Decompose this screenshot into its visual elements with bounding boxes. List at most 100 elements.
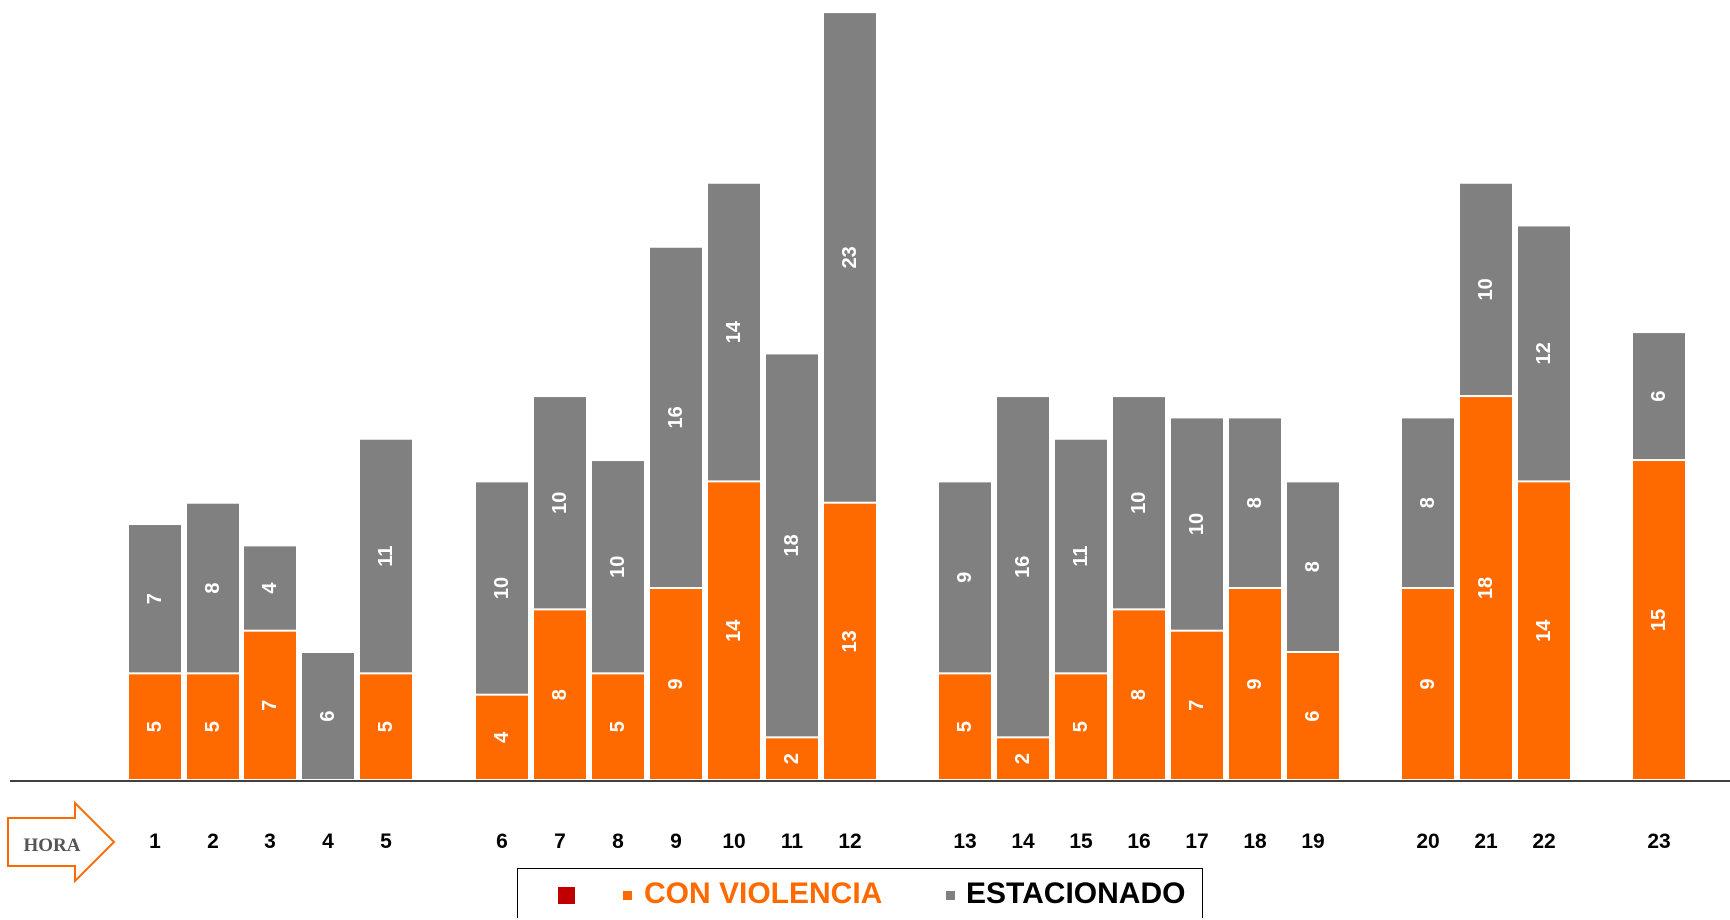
value-label-con-violencia-hora-14: 2 [1012,753,1034,764]
value-label-con-violencia-hora-1: 5 [144,721,166,732]
value-label-estacionado-hora-4: 6 [317,710,339,721]
bar-estacionado-hora-20 [1402,418,1454,588]
legend-swatch-con-violencia [623,891,632,900]
legend: CON VIOLENCIA ESTACIONADO [517,868,1203,918]
value-label-estacionado-hora-21: 10 [1475,278,1497,300]
value-label-estacionado-hora-8: 10 [607,556,629,578]
bar-con-violencia-hora-9 [650,589,702,779]
bar-con-violencia-hora-13 [939,674,991,779]
value-label-con-violencia-hora-22: 14 [1533,619,1555,642]
bar-estacionado-hora-15 [1055,439,1107,673]
bars-group: 5 7 5 8 7 4 6 5 11 4 10 8 10 5 10 9 16 14 14 2 18 13 23 5 9 2 16 5 1… [129,13,1685,779]
bar-con-violencia-hora-6 [476,695,528,779]
value-label-con-violencia-hora-9: 9 [665,678,687,689]
bar-estacionado-hora-7 [534,397,586,609]
x-tick-label-17: 17 [1185,830,1208,853]
x-tick-label-2: 2 [207,830,219,853]
value-label-con-violencia-hora-6: 4 [491,731,513,743]
x-tick-label-23: 23 [1647,830,1670,853]
bar-estacionado-hora-21 [1460,183,1512,396]
x-tick-label-19: 19 [1301,830,1324,853]
bar-estacionado-hora-18 [1229,418,1281,588]
legend-label-con-violencia: CON VIOLENCIA [644,877,883,910]
bar-estacionado-hora-8 [592,461,644,673]
x-tick-label-3: 3 [264,830,276,853]
bar-estacionado-hora-11 [766,354,818,737]
bar-con-violencia-hora-2 [187,674,239,779]
value-label-con-violencia-hora-12: 13 [839,630,861,652]
x-tick-label-8: 8 [612,830,624,853]
value-label-estacionado-hora-6: 10 [491,577,513,599]
value-label-estacionado-hora-20: 8 [1417,497,1439,508]
bar-con-violencia-hora-1 [129,674,181,779]
bar-con-violencia-hora-14 [997,738,1049,779]
bar-con-violencia-hora-12 [824,503,876,779]
value-label-estacionado-hora-16: 10 [1128,492,1150,514]
value-label-estacionado-hora-14: 16 [1012,556,1034,578]
bar-estacionado-hora-19 [1287,482,1339,652]
value-label-estacionado-hora-13: 9 [954,572,976,583]
value-label-con-violencia-hora-3: 7 [259,700,281,711]
value-label-con-violencia-hora-17: 7 [1186,700,1208,711]
value-label-estacionado-hora-18: 8 [1244,497,1266,508]
x-tick-label-11: 11 [781,830,804,853]
value-label-con-violencia-hora-10: 14 [723,619,745,642]
x-tick-label-7: 7 [554,830,566,853]
bar-estacionado-hora-17 [1171,418,1223,630]
x-tick-label-16: 16 [1127,830,1150,853]
x-tick-label-14: 14 [1011,830,1035,853]
value-label-con-violencia-hora-13: 5 [954,721,976,732]
x-tick-label-12: 12 [838,830,861,853]
bar-con-violencia-hora-10 [708,482,760,779]
bar-con-violencia-hora-15 [1055,674,1107,779]
value-label-estacionado-hora-19: 8 [1302,561,1324,572]
value-label-estacionado-hora-1: 7 [144,593,166,604]
x-tick-label-15: 15 [1069,830,1093,853]
bar-con-violencia-hora-23 [1633,461,1685,779]
bar-estacionado-hora-10 [708,183,760,481]
value-label-con-violencia-hora-21: 18 [1475,577,1497,599]
value-label-estacionado-hora-11: 18 [781,534,803,556]
bar-con-violencia-hora-17 [1171,631,1223,779]
x-tick-label-1: 1 [149,830,161,853]
bar-estacionado-hora-22 [1518,226,1570,481]
value-label-con-violencia-hora-16: 8 [1128,689,1150,700]
bar-estacionado-hora-3 [244,546,296,630]
bar-estacionado-hora-5 [360,439,412,673]
value-label-estacionado-hora-10: 14 [723,320,745,343]
x-tick-label-4: 4 [322,830,334,853]
bar-con-violencia-hora-18 [1229,589,1281,779]
bar-estacionado-hora-16 [1113,397,1165,609]
bar-estacionado-hora-6 [476,482,528,694]
value-label-con-violencia-hora-19: 6 [1302,710,1324,721]
value-label-con-violencia-hora-2: 5 [202,721,224,732]
bar-estacionado-hora-23 [1633,333,1685,460]
value-label-estacionado-hora-12: 23 [839,246,861,268]
bar-con-violencia-hora-5 [360,674,412,779]
value-label-estacionado-hora-5: 11 [375,545,397,566]
value-label-con-violencia-hora-23: 15 [1648,609,1670,631]
legend-swatch-estacionado [946,891,955,900]
bar-estacionado-hora-14 [997,397,1049,737]
value-label-con-violencia-hora-20: 9 [1417,678,1439,689]
x-tick-label-21: 21 [1474,830,1498,853]
legend-label-estacionado: ESTACIONADO [966,877,1186,910]
x-tick-label-5: 5 [380,830,392,853]
bar-con-violencia-hora-3 [244,631,296,779]
bar-estacionado-hora-12 [824,13,876,502]
value-label-con-violencia-hora-15: 5 [1070,721,1092,732]
bar-estacionado-hora-13 [939,482,991,673]
x-tick-label-18: 18 [1243,830,1267,853]
bar-estacionado-hora-4 [302,653,354,779]
bar-estacionado-hora-1 [129,525,181,673]
bar-con-violencia-hora-19 [1287,653,1339,779]
x-tick-label-13: 13 [953,830,976,853]
value-label-con-violencia-hora-7: 8 [549,689,571,700]
value-label-estacionado-hora-9: 16 [665,406,687,428]
hora-arrow-icon: HORA [7,800,116,884]
x-tick-label-22: 22 [1532,830,1555,853]
x-tick-label-10: 10 [722,830,745,853]
value-label-con-violencia-hora-8: 5 [607,721,629,732]
x-tick-label-9: 9 [670,830,682,853]
bar-con-violencia-hora-8 [592,674,644,779]
